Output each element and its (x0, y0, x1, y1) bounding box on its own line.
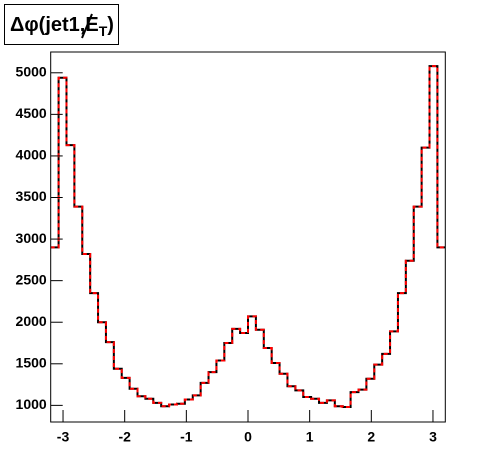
histogram-line (50, 65, 446, 409)
title-prefix: Δφ(jet1, (10, 14, 85, 36)
y-tick-label: 1000 (16, 396, 47, 412)
y-tick-label: 3000 (16, 230, 47, 246)
y-tick-label: 5000 (16, 63, 47, 79)
title-box (4, 4, 119, 45)
y-tick-label: 4000 (16, 147, 47, 163)
x-tick-label: -3 (57, 429, 70, 445)
y-tick-label: 1500 (16, 355, 47, 371)
chart-title: Δφ(jet1,ET) (10, 14, 114, 38)
y-tick-label: 2500 (16, 271, 47, 287)
x-tick-label: 3 (429, 429, 437, 445)
y-tick-label: 2000 (16, 313, 47, 329)
y-tick-label: 3500 (16, 188, 47, 204)
x-tick-label: 2 (367, 429, 375, 445)
title-sub: T (99, 23, 108, 39)
x-tick-label: -1 (180, 429, 193, 445)
x-tick-label: -2 (118, 429, 131, 445)
y-tick-label: 4500 (16, 105, 47, 121)
met-slash (81, 13, 93, 39)
title-suffix: ) (107, 14, 114, 36)
x-tick-label: 0 (244, 429, 252, 445)
x-tick-label: 1 (306, 429, 314, 445)
